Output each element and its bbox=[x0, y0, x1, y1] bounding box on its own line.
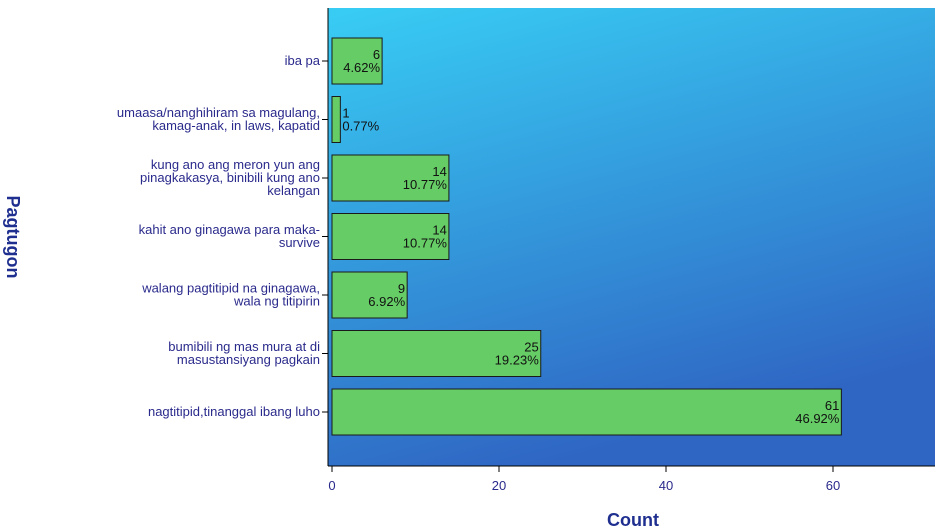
x-tick-label-1: 20 bbox=[492, 478, 506, 493]
data-label-percent-0: 4.62% bbox=[343, 60, 380, 75]
x-tick-label-0: 0 bbox=[328, 478, 335, 493]
data-label-percent-3: 10.77% bbox=[403, 236, 448, 251]
category-label-4: walang pagtitipid na ginagawa, wala ng ti… bbox=[141, 281, 320, 309]
data-label-count-5: 25 bbox=[524, 340, 538, 355]
data-label-percent-5: 19.23% bbox=[495, 353, 540, 368]
category-label-5: bumibili ng mas mura at di masustansiyang… bbox=[168, 339, 320, 367]
data-label-count-1: 1 bbox=[342, 106, 349, 121]
bar-0 bbox=[331, 37, 383, 85]
x-axis-title: Count bbox=[607, 510, 659, 529]
x-ticks-group: 0 20 40 60 bbox=[328, 466, 840, 493]
y-axis-title: Pagtugon bbox=[3, 196, 23, 279]
category-label-3: kahit ano ginagawa para maka-survive bbox=[139, 222, 320, 250]
bars-group: 64.62%10.77%1410.77%1410.77%96.92%2519.2… bbox=[331, 37, 842, 436]
bar-1 bbox=[331, 96, 341, 143]
bar-3 bbox=[331, 213, 450, 260]
bar-4 bbox=[331, 271, 408, 319]
bar-6 bbox=[331, 388, 842, 436]
bar-5 bbox=[331, 330, 542, 377]
data-label-count-6: 61 bbox=[825, 398, 839, 413]
data-label-percent-4: 6.92% bbox=[368, 294, 405, 309]
bar-2 bbox=[331, 154, 450, 202]
x-tick-label-2: 40 bbox=[659, 478, 673, 493]
category-label-0: iba pa bbox=[285, 53, 321, 68]
data-label-percent-6: 46.92% bbox=[795, 411, 840, 426]
category-labels-group: iba pa umaasa/nanghihiram sa magulang, kam… bbox=[117, 53, 328, 419]
category-label-1: umaasa/nanghihiram sa magulang, kamag-ana… bbox=[117, 105, 320, 133]
x-tick-label-3: 60 bbox=[826, 478, 840, 493]
data-label-percent-1: 0.77% bbox=[342, 119, 379, 134]
data-label-count-0: 6 bbox=[373, 47, 380, 62]
data-label-count-4: 9 bbox=[398, 281, 405, 296]
category-label-6: nagtitipid,tinanggal ibang luho bbox=[148, 404, 320, 419]
data-label-count-2: 14 bbox=[432, 164, 446, 179]
data-label-count-3: 14 bbox=[432, 223, 446, 238]
category-label-2: kung ano ang meron yun ang pinagkakasya, … bbox=[140, 157, 320, 198]
data-label-percent-2: 10.77% bbox=[403, 177, 448, 192]
